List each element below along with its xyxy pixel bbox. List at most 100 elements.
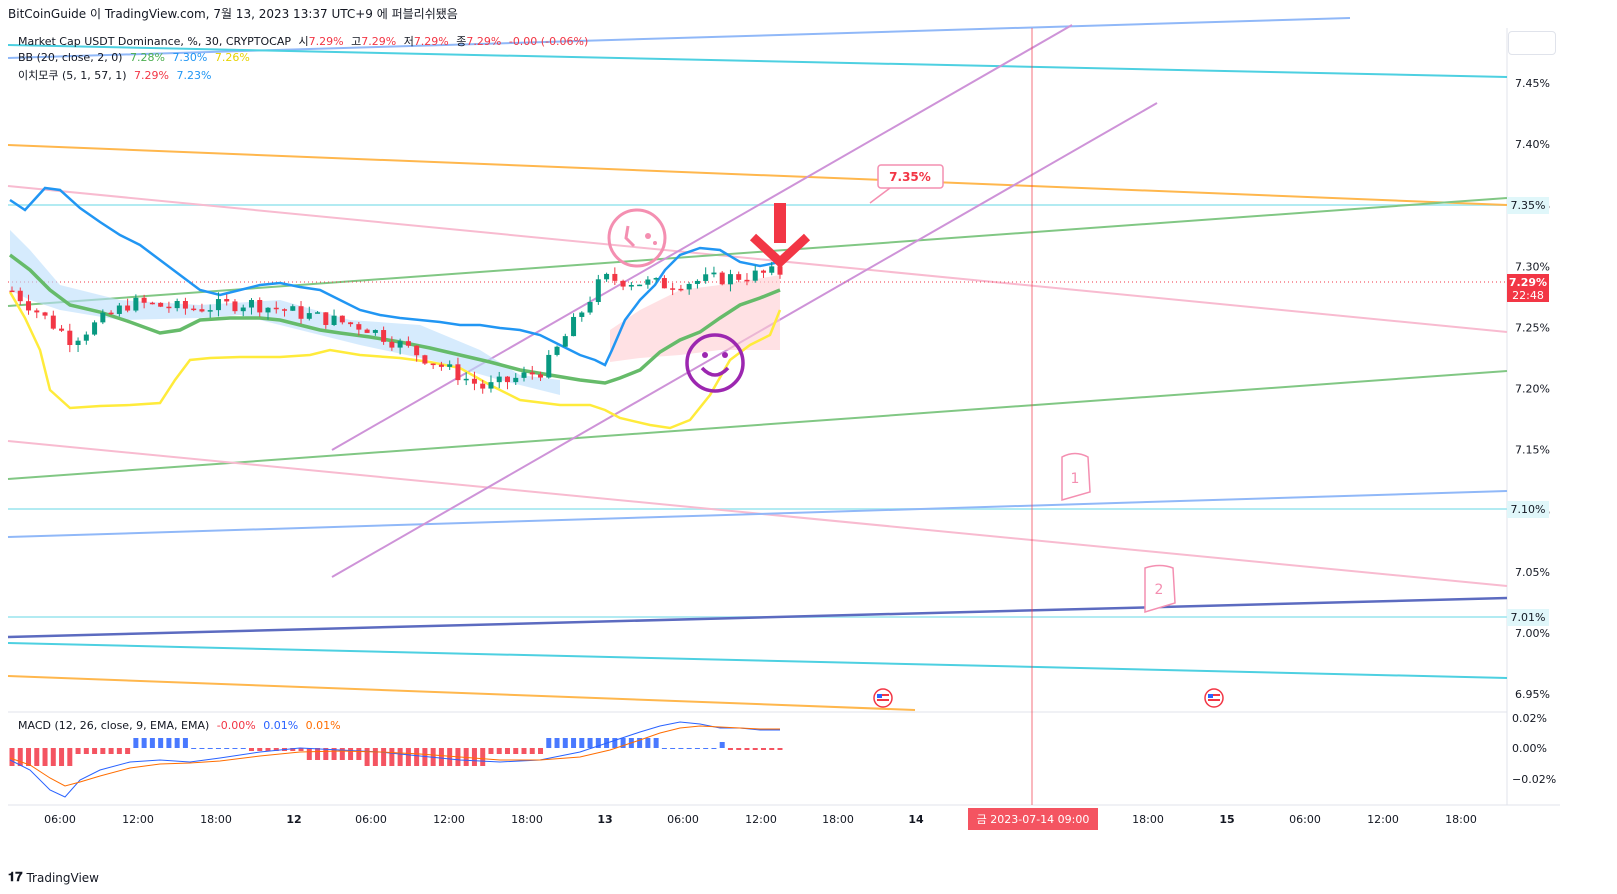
sad-face-marker[interactable] bbox=[607, 208, 667, 268]
candle-body bbox=[760, 270, 766, 273]
candle-body bbox=[496, 376, 502, 383]
macd-signal-line bbox=[9, 725, 780, 787]
candle-body bbox=[405, 341, 411, 346]
candle-body bbox=[488, 382, 494, 389]
drawings-layer[interactable] bbox=[7, 17, 1508, 805]
candle-body bbox=[298, 306, 304, 319]
macd-bar bbox=[397, 748, 403, 766]
macd-bar bbox=[562, 738, 568, 748]
macd-bar bbox=[447, 748, 453, 766]
candle-body bbox=[538, 374, 544, 378]
down-arrow-marker[interactable] bbox=[749, 203, 811, 269]
macd-bar bbox=[108, 748, 114, 754]
bb-label: BB (20, close, 2, 0) bbox=[18, 51, 123, 64]
price-tick: 7.00% bbox=[1515, 627, 1550, 640]
wave-1-text: 1 bbox=[1071, 471, 1080, 487]
wave-2-text: 2 bbox=[1155, 582, 1164, 598]
macd-bar bbox=[215, 748, 221, 749]
trendline-cyan-bottom[interactable] bbox=[7, 642, 1508, 679]
macd-bar bbox=[116, 748, 122, 754]
macd-bar bbox=[34, 748, 40, 766]
ichimoku-value-2: 7.23% bbox=[176, 69, 212, 82]
macd-bar bbox=[149, 738, 155, 748]
macd-line bbox=[9, 721, 780, 798]
macd-bar bbox=[75, 748, 81, 754]
candle-body bbox=[59, 328, 65, 331]
candle-body bbox=[42, 312, 48, 316]
macd-bar bbox=[480, 748, 486, 766]
happy-face-marker[interactable] bbox=[685, 333, 745, 393]
chart-settings-button[interactable] bbox=[1508, 31, 1556, 55]
candle-body bbox=[579, 312, 585, 317]
time-axis[interactable]: 06:00 12:00 18:00 12 06:00 12:00 18:00 13 06:00 1… bbox=[44, 813, 1477, 826]
ichimoku-legend[interactable]: 이치모쿠 (5, 1, 57, 1) 7.29% 7.23% bbox=[18, 67, 215, 83]
channel-upper[interactable] bbox=[331, 24, 1073, 451]
macd-bar bbox=[26, 748, 32, 766]
candle-body bbox=[529, 372, 535, 375]
candle-body bbox=[463, 378, 469, 381]
trendline-green-top[interactable] bbox=[7, 197, 1508, 307]
publish-info: BitCoinGuide 이 TradingView.com, 7월 13, 2… bbox=[8, 7, 458, 21]
price-note-callout[interactable]: 7.35% bbox=[869, 164, 944, 204]
high-label: 고 bbox=[351, 35, 362, 48]
trendline-green-bottom[interactable] bbox=[7, 370, 1508, 480]
trendline-orange-top[interactable] bbox=[7, 144, 1508, 206]
macd-bar bbox=[174, 738, 180, 748]
macd-legend[interactable]: MACD (12, 26, close, 9, EMA, EMA) -0.00%… bbox=[18, 719, 345, 732]
macd-bar bbox=[232, 748, 238, 749]
macd-bar bbox=[670, 748, 676, 749]
candle-body bbox=[224, 299, 230, 302]
candle-body bbox=[736, 274, 742, 280]
candle-body bbox=[348, 322, 354, 325]
price-tick: 7.15% bbox=[1515, 444, 1550, 457]
level-label-701: 7.01% bbox=[1507, 609, 1549, 626]
candle-body bbox=[108, 312, 114, 315]
macd-bar bbox=[331, 748, 337, 760]
footer[interactable]: 𝟏𝟕 TradingView bbox=[8, 870, 99, 885]
time-tick: 12:00 bbox=[745, 813, 777, 826]
price-tick: 7.40% bbox=[1515, 138, 1550, 151]
time-tick: 14 bbox=[908, 813, 924, 826]
price-tick: 7.20% bbox=[1515, 383, 1550, 396]
us-flag-event-icon[interactable] bbox=[873, 688, 893, 708]
trendline-blue-top[interactable] bbox=[7, 17, 1351, 59]
time-tick: 12 bbox=[286, 813, 301, 826]
candle-body bbox=[166, 306, 172, 309]
time-tick: 18:00 bbox=[200, 813, 232, 826]
time-tick: 15 bbox=[1219, 813, 1234, 826]
trendline-navy[interactable] bbox=[7, 596, 1508, 639]
time-tick: 06:00 bbox=[667, 813, 699, 826]
candle-body bbox=[521, 372, 527, 378]
bb-legend[interactable]: BB (20, close, 2, 0) 7.28% 7.30% 7.26% bbox=[18, 51, 254, 64]
us-flag-event-icon[interactable] bbox=[1204, 688, 1224, 708]
time-tick: 12:00 bbox=[1367, 813, 1399, 826]
main-legend[interactable]: Market Cap USDT Dominance, %, 30, CRYPTO… bbox=[18, 33, 592, 49]
price-candles bbox=[9, 261, 783, 394]
trendline-cyan-top[interactable] bbox=[7, 44, 1508, 78]
candle-body bbox=[389, 341, 395, 348]
candle-body bbox=[75, 340, 81, 346]
candle-body bbox=[17, 290, 23, 302]
tradingview-logo-icon: 𝟏𝟕 bbox=[8, 870, 23, 885]
candle-body bbox=[571, 316, 577, 337]
wave-label-2[interactable]: 2 bbox=[1144, 564, 1176, 614]
macd-bar bbox=[240, 748, 246, 749]
macd-bar bbox=[653, 738, 659, 748]
candle-body bbox=[141, 297, 147, 303]
macd-bar bbox=[83, 748, 89, 754]
trendline-orange-bottom[interactable] bbox=[7, 675, 916, 711]
trendline-blue-bottom[interactable] bbox=[7, 490, 1508, 538]
macd-bar bbox=[323, 748, 329, 760]
price-axis[interactable]: 7.45%7.40%7.35%7.30%7.25%7.20%7.15%7.10%… bbox=[1515, 77, 1550, 701]
macd-bar bbox=[125, 748, 131, 754]
bb-basis-value: 7.28% bbox=[129, 51, 165, 64]
macd-tick: 0.02% bbox=[1512, 712, 1547, 725]
candle-body bbox=[604, 273, 610, 280]
trendline-pink-top[interactable] bbox=[7, 185, 1508, 333]
macd-bar bbox=[521, 748, 527, 754]
candle-body bbox=[637, 284, 643, 287]
candle-body bbox=[480, 383, 486, 389]
candle-body bbox=[513, 377, 519, 383]
wave-label-1[interactable]: 1 bbox=[1061, 452, 1091, 501]
